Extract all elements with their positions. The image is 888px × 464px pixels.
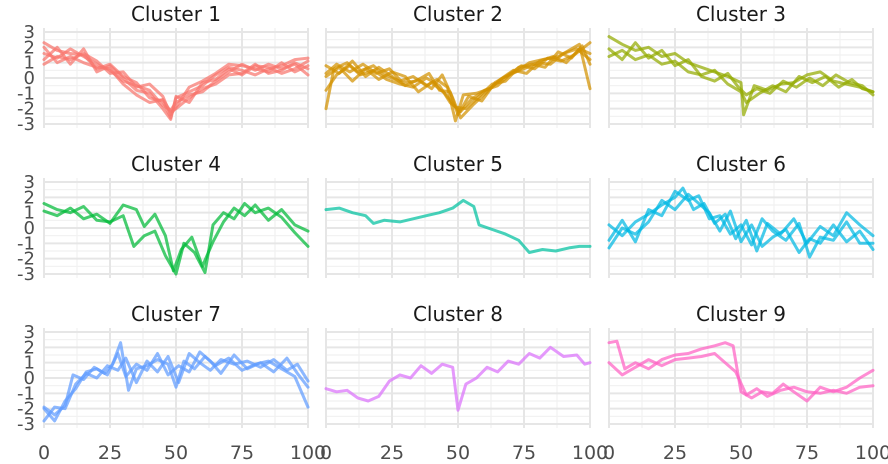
facet-panel: Cluster 8 0 25 50 75 100 <box>320 302 608 464</box>
y-tick-label: -1 <box>17 383 35 404</box>
series-line <box>607 352 875 398</box>
y-tick-label: 1 <box>24 203 35 224</box>
facet-panel: Cluster 5 <box>324 152 592 278</box>
y-tick-label: -3 <box>17 264 35 285</box>
y-tick-label: 1 <box>24 353 35 374</box>
x-tick-label: 50 <box>446 442 470 464</box>
facet-title: Cluster 4 <box>131 152 221 176</box>
x-tick-label: 25 <box>98 442 122 464</box>
y-tick-label: 2 <box>24 37 35 58</box>
facet-panel: Cluster 2 <box>324 2 592 128</box>
y-tick-label: 2 <box>24 337 35 358</box>
y-tick-label: 3 <box>24 172 35 193</box>
y-tick-label: 2 <box>24 187 35 208</box>
y-tick-label: -3 <box>17 414 35 435</box>
y-tick-label: 3 <box>24 322 35 343</box>
y-tick-label: -1 <box>17 83 35 104</box>
y-tick-label: 0 <box>24 68 35 89</box>
facet-title: Cluster 3 <box>696 2 786 26</box>
facet-panel: Cluster 9 0 25 50 75 100 <box>603 302 888 464</box>
y-tick-label: 0 <box>24 218 35 239</box>
facet-title: Cluster 9 <box>696 302 786 326</box>
facet-title: Cluster 5 <box>413 152 503 176</box>
series-line <box>42 350 310 423</box>
facet-title: Cluster 7 <box>131 302 221 326</box>
x-tick-label: 100 <box>855 442 888 464</box>
x-tick-label: 25 <box>380 442 404 464</box>
x-tick-label: 50 <box>729 442 753 464</box>
y-tick-label: 3 <box>24 22 35 43</box>
x-tick-label: 100 <box>572 442 608 464</box>
y-tick-label: -3 <box>17 114 35 135</box>
y-tick-label: -2 <box>17 249 35 270</box>
y-tick-label: 1 <box>24 53 35 74</box>
series-line <box>324 345 592 412</box>
facet-panel: Cluster 6 <box>607 152 875 278</box>
x-tick-label: 75 <box>230 442 254 464</box>
x-tick-label: 0 <box>38 442 50 464</box>
facet-title: Cluster 1 <box>131 2 221 26</box>
facet-title: Cluster 2 <box>413 2 503 26</box>
x-tick-label: 75 <box>795 442 819 464</box>
y-tick-label: -2 <box>17 99 35 120</box>
y-tick-label: 0 <box>24 368 35 389</box>
series-line <box>42 203 310 273</box>
facet-title: Cluster 8 <box>413 302 503 326</box>
series-line <box>324 44 592 111</box>
y-tick-label: -1 <box>17 233 35 254</box>
x-tick-label: 25 <box>663 442 687 464</box>
series-line <box>607 48 875 104</box>
x-tick-label: 75 <box>512 442 536 464</box>
series-line <box>607 339 875 403</box>
series-line <box>607 41 875 97</box>
x-tick-label: 50 <box>164 442 188 464</box>
x-tick-label: 100 <box>290 442 326 464</box>
facet-title: Cluster 6 <box>696 152 786 176</box>
facet-panel: Cluster 3 <box>607 2 875 128</box>
series-line <box>42 202 310 276</box>
y-tick-label: -2 <box>17 399 35 420</box>
x-tick-label: 0 <box>603 442 615 464</box>
series-line <box>324 198 592 254</box>
series-line <box>42 45 310 121</box>
x-tick-label: 0 <box>320 442 332 464</box>
series-line <box>607 189 875 259</box>
